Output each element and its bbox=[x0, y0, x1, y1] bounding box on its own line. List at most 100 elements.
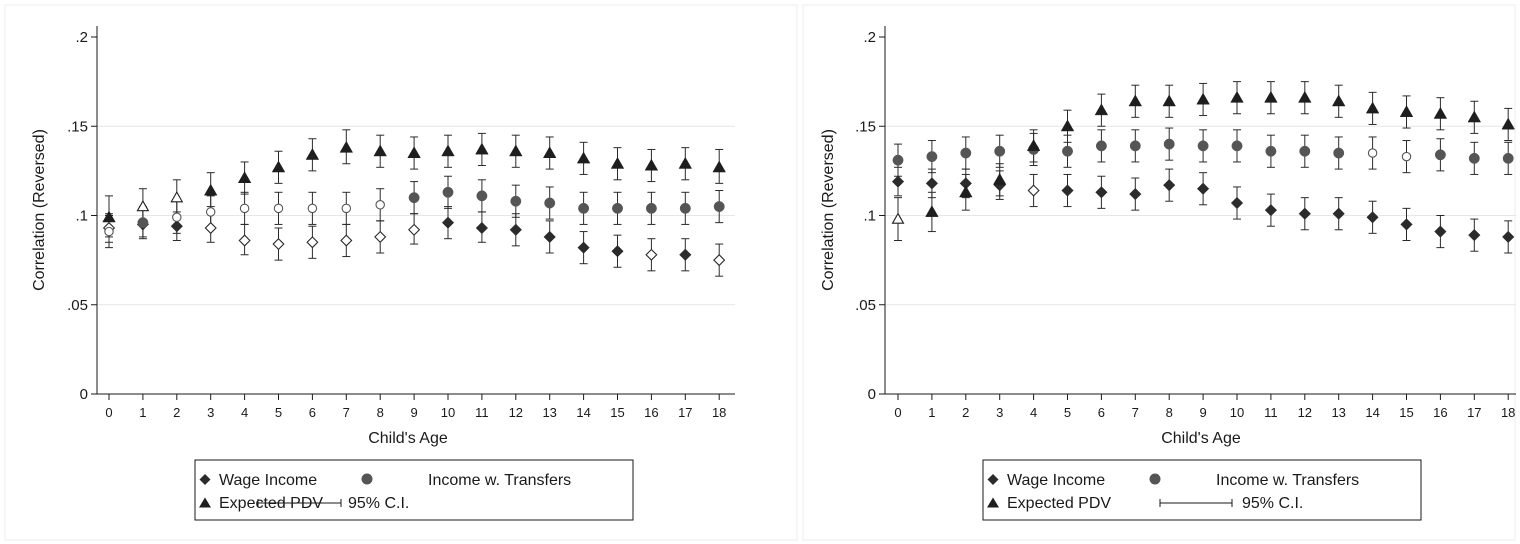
x-tick-label: 6 bbox=[1098, 405, 1105, 420]
triangle-point bbox=[339, 140, 354, 153]
triangle-point bbox=[1230, 90, 1244, 103]
x-tick-label: 3 bbox=[996, 405, 1003, 420]
triangle-point bbox=[1298, 90, 1312, 103]
circle-point bbox=[1231, 140, 1243, 152]
circle-point bbox=[104, 226, 114, 237]
x-tick-label: 0 bbox=[105, 405, 112, 420]
legend: Wage Income Income w. Transfers Expected… bbox=[194, 459, 634, 521]
circle-point bbox=[926, 151, 938, 163]
y-ticks: 0 .05 .1 .15 .2 bbox=[67, 29, 97, 403]
diamond-point bbox=[1163, 179, 1176, 192]
triangle-point bbox=[1467, 110, 1482, 123]
diamond-point bbox=[408, 223, 421, 236]
legend-ci-icon bbox=[1159, 499, 1233, 507]
legend-diamond-icon bbox=[199, 474, 211, 485]
diamond-point bbox=[475, 221, 489, 235]
circle-point bbox=[1129, 140, 1141, 152]
x-tick-label: 10 bbox=[1230, 405, 1244, 420]
x-tick-label: 11 bbox=[1264, 405, 1278, 420]
legend-triangle-icon bbox=[199, 497, 211, 508]
legend: Wage Income Income w. Transfers Expected… bbox=[982, 459, 1422, 521]
legend-box bbox=[194, 459, 634, 521]
triangle-point bbox=[170, 191, 184, 203]
x-axis-label: Child's Age bbox=[1161, 430, 1241, 447]
diamond-point bbox=[509, 223, 522, 236]
triangle-point bbox=[959, 185, 973, 198]
circle-point bbox=[1299, 145, 1311, 157]
x-tick-label: 5 bbox=[1064, 405, 1071, 420]
circle-point bbox=[205, 207, 216, 217]
gridlines bbox=[97, 125, 735, 306]
legend-circle-icon bbox=[1149, 473, 1161, 485]
data-points bbox=[891, 90, 1515, 244]
x-tick-label: 15 bbox=[1399, 405, 1413, 420]
diamond-point bbox=[170, 220, 183, 233]
triangle-point bbox=[136, 199, 150, 212]
circle-point bbox=[679, 202, 691, 214]
circle-point bbox=[1163, 138, 1175, 150]
diamond-point bbox=[1196, 182, 1210, 195]
legend-box bbox=[982, 459, 1422, 521]
triangle-point bbox=[237, 171, 252, 183]
triangle-point bbox=[992, 172, 1007, 185]
circle-point bbox=[137, 217, 149, 229]
circle-point bbox=[375, 200, 385, 210]
circle-point bbox=[892, 154, 904, 166]
diamond-point bbox=[679, 248, 692, 261]
diamond-point bbox=[1366, 211, 1379, 224]
x-tick-label: 7 bbox=[343, 405, 350, 420]
x-ticks: 0 1 2 3 4 5 6 7 8 9 10 11 12 13 14 15 16 17 18 bbox=[105, 394, 726, 420]
y-tick-label: 0 bbox=[80, 386, 88, 403]
x-tick-label: 9 bbox=[1199, 405, 1206, 420]
circle-point bbox=[341, 203, 352, 214]
x-tick-label: 16 bbox=[1433, 405, 1447, 420]
x-tick-label: 0 bbox=[894, 405, 901, 420]
panel-left: 0.05.1.15.2 0 1 2 3 4 5 6 7 8 9 10 11 12 13 14 15 16 17 18… bbox=[4, 4, 798, 541]
diamond-point bbox=[1400, 218, 1413, 231]
circle-point bbox=[1367, 148, 1378, 158]
diamond-point bbox=[645, 248, 658, 261]
triangle-point bbox=[271, 160, 286, 173]
x-tick-label: 10 bbox=[441, 405, 455, 420]
triangle-point bbox=[407, 146, 421, 158]
y-tick-label: .15 bbox=[855, 118, 876, 135]
circle-point bbox=[172, 212, 182, 223]
legend-label: Income w. Transfers bbox=[1216, 472, 1359, 489]
circle-point bbox=[1333, 147, 1345, 159]
x-tick-label: 6 bbox=[309, 405, 316, 420]
circle-point bbox=[442, 186, 454, 198]
x-tick-label: 13 bbox=[542, 405, 556, 420]
triangle-point bbox=[891, 212, 905, 224]
x-tick-label: 8 bbox=[377, 405, 384, 420]
gridlines bbox=[885, 125, 1516, 306]
x-tick-label: 4 bbox=[241, 405, 248, 420]
diamond-point bbox=[340, 234, 353, 247]
triangle-point bbox=[610, 156, 625, 169]
y-ticks: 0 .05 .1 .15 .2 bbox=[855, 29, 885, 403]
triangle-point bbox=[678, 156, 693, 169]
legend-triangle-icon bbox=[987, 497, 999, 508]
circle-point bbox=[273, 203, 284, 214]
diamond-point bbox=[441, 216, 455, 229]
x-tick-label: 11 bbox=[475, 405, 489, 420]
triangle-point bbox=[1060, 119, 1075, 132]
y-tick-label: .1 bbox=[863, 208, 876, 225]
legend-label: 95% C.I. bbox=[348, 495, 409, 512]
triangle-point bbox=[925, 205, 939, 217]
triangle-point bbox=[1026, 139, 1041, 151]
circle-point bbox=[1401, 151, 1412, 162]
triangle-point bbox=[1196, 92, 1210, 105]
circle-point bbox=[408, 192, 420, 204]
triangle-point bbox=[305, 148, 320, 160]
legend-circle-icon bbox=[361, 473, 373, 485]
circle-point bbox=[960, 147, 972, 159]
circle-point bbox=[1265, 145, 1277, 157]
x-tick-label: 12 bbox=[509, 405, 523, 420]
x-tick-label: 2 bbox=[962, 405, 969, 420]
x-tick-label: 16 bbox=[644, 405, 658, 420]
y-axis-label: Correlation (Reversed) bbox=[820, 129, 837, 291]
x-tick-label: 1 bbox=[139, 405, 146, 420]
circle-point bbox=[544, 197, 556, 209]
legend-label: Expected PDV bbox=[1007, 495, 1111, 512]
x-tick-label: 9 bbox=[410, 405, 417, 420]
